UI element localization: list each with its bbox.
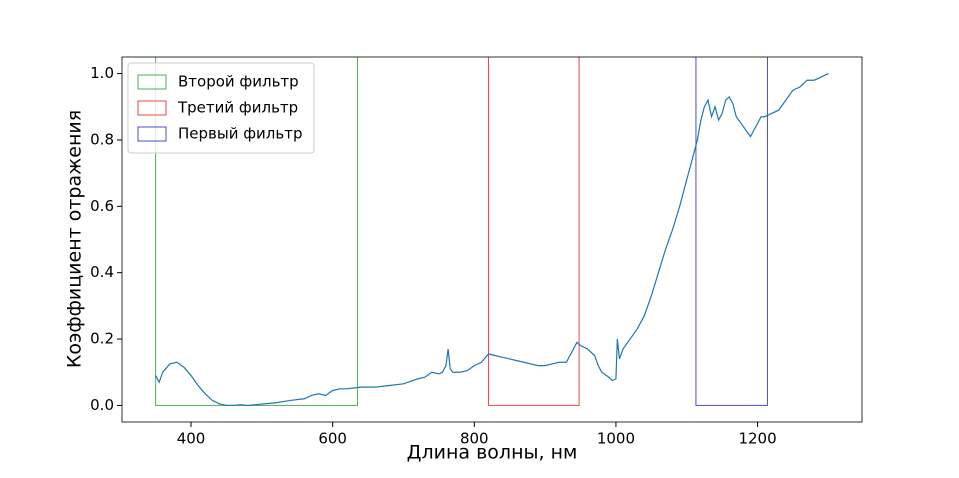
legend-swatch [137, 74, 167, 90]
data-line [155, 73, 829, 407]
x-tick-label: 1000 [597, 430, 635, 448]
x-tick-label: 800 [460, 430, 489, 448]
plot-area [155, 57, 829, 407]
legend-label: Первый фильтр [178, 125, 303, 143]
x-tick-label: 1200 [738, 430, 776, 448]
x-axis-label: Длина волны, нм [407, 442, 578, 464]
y-tick-label: 0.6 [90, 197, 114, 215]
plot-frame [121, 56, 863, 423]
x-tick-label: 600 [318, 430, 347, 448]
x-tick-label: 400 [177, 430, 206, 448]
filter-rect [695, 57, 768, 406]
filter-rect [155, 57, 358, 406]
y-axis-label: Коэффициент отражения [64, 110, 86, 368]
y-tick-label: 0.8 [90, 130, 114, 148]
legend-swatch [137, 126, 167, 142]
y-tick-label: 0.0 [90, 396, 114, 414]
legend-label: Второй фильтр [178, 73, 299, 91]
y-tick-label: 0.2 [90, 330, 114, 348]
y-tick-label: 0.4 [90, 263, 114, 281]
legend-swatch [137, 100, 167, 116]
filter-rect [487, 57, 580, 406]
legend-box [127, 62, 315, 154]
y-tick-label: 1.0 [90, 64, 114, 82]
legend-label: Третий фильтр [177, 99, 298, 117]
